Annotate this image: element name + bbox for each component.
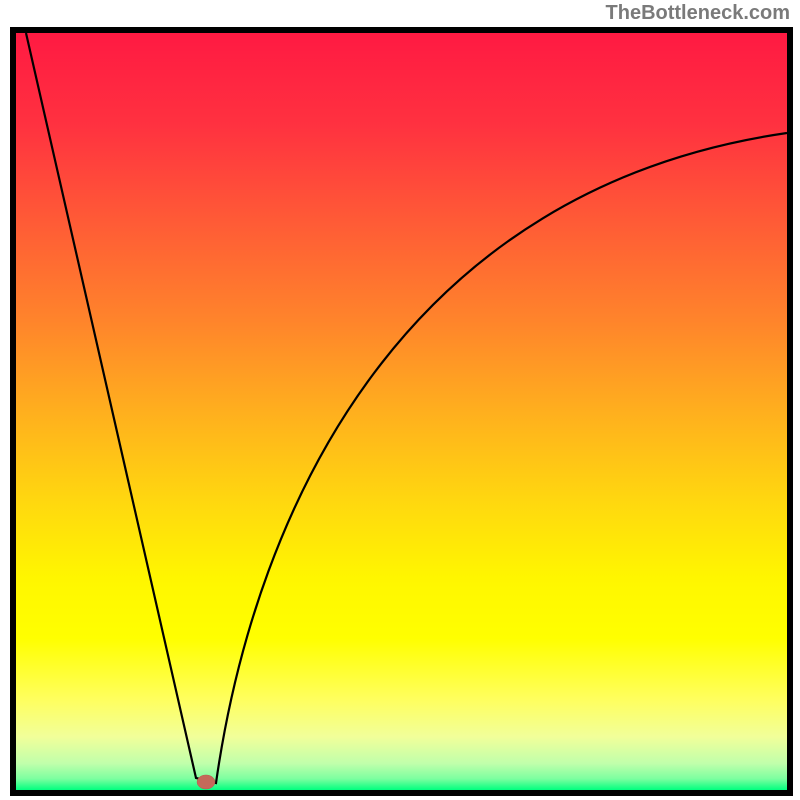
chart-svg: [16, 33, 787, 790]
watermark-text: TheBottleneck.com: [606, 2, 790, 25]
chart-container: TheBottleneck.com: [0, 0, 800, 800]
chart-background: [16, 33, 787, 790]
optimum-marker: [197, 775, 215, 789]
plot-area: [16, 33, 787, 790]
chart-frame-right: [787, 27, 793, 796]
chart-frame-bottom: [10, 790, 793, 796]
